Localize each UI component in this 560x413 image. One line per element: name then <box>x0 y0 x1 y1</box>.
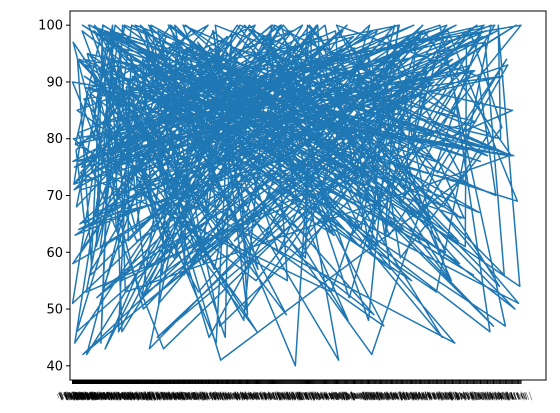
x-tick-label <box>488 391 506 401</box>
x-tick-label <box>277 391 293 401</box>
x-tick-labels-overlap <box>56 391 533 401</box>
x-tick-label <box>315 391 345 401</box>
x-tick-label <box>466 391 493 401</box>
x-tick-label <box>500 392 517 400</box>
x-tick-label <box>341 391 370 401</box>
x-tick-label <box>370 392 394 401</box>
x-tick-label <box>362 391 394 401</box>
x-tick-label <box>244 392 267 400</box>
x-tick-label <box>437 391 453 401</box>
x-tick-label <box>183 391 206 401</box>
y-axis-ticks: 40 50 60 70 80 90 100 <box>38 19 70 374</box>
x-tick-label <box>226 393 243 399</box>
x-tick-label <box>165 391 195 401</box>
x-tick-label <box>63 392 85 400</box>
x-tick-label <box>425 391 446 401</box>
x-tick-label <box>112 391 135 401</box>
x-tick-label <box>450 391 476 401</box>
x-tick-label <box>107 392 132 400</box>
y-tick-label: 60 <box>46 246 63 261</box>
x-tick-label <box>396 391 410 401</box>
x-tick-label <box>162 391 186 401</box>
x-tick-label <box>349 391 376 401</box>
y-tick-label: 40 <box>46 359 63 374</box>
y-tick-label: 50 <box>46 303 63 318</box>
series-line <box>71 24 522 367</box>
y-tick-label: 90 <box>46 75 63 90</box>
x-tick-label <box>70 393 91 399</box>
x-tick-label <box>394 393 418 399</box>
x-tick-label <box>352 392 379 400</box>
x-tick-label <box>147 391 178 400</box>
x-tick-label <box>279 391 310 401</box>
x-tick-label <box>446 391 466 401</box>
x-tick-label <box>220 391 240 401</box>
x-tick-label <box>301 391 330 401</box>
x-tick-label <box>308 392 337 400</box>
x-tick-label <box>73 391 93 401</box>
x-tick-label <box>336 391 363 401</box>
x-tick-label <box>260 392 274 401</box>
x-tick-label <box>247 392 271 400</box>
x-tick-label <box>144 391 172 401</box>
x-tick-label <box>285 391 300 401</box>
x-tick-label <box>420 392 439 400</box>
y-tick-label: 100 <box>38 19 63 34</box>
y-tick-label: 80 <box>46 132 63 147</box>
x-tick-label <box>228 391 251 401</box>
x-tick-label <box>474 391 497 401</box>
x-axis-ticks <box>56 380 533 401</box>
x-tick-label <box>398 391 416 401</box>
x-tick-label <box>179 392 198 400</box>
series-layer <box>71 24 522 367</box>
x-tick-label <box>346 391 375 401</box>
x-tick-label <box>243 393 258 399</box>
y-tick-label: 70 <box>46 189 63 204</box>
x-tick-label <box>135 391 164 401</box>
x-tick-label <box>222 391 237 400</box>
x-tick-label <box>305 391 329 401</box>
x-tick-label <box>266 391 285 401</box>
x-tick-label <box>376 391 404 401</box>
